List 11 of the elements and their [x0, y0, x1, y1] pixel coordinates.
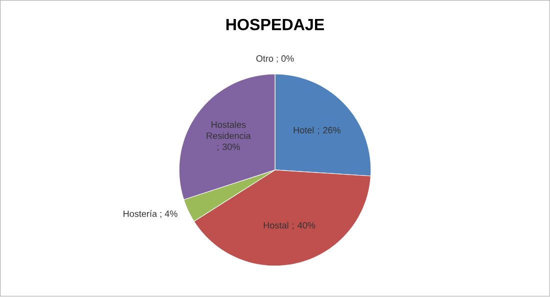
slice-label: Hostales Residencia	[206, 121, 251, 140]
data-label: ; 30%	[217, 144, 240, 152]
data-label: ; 4%	[160, 210, 178, 218]
slice-label: Hostería	[124, 210, 158, 218]
chart-title: HOSPEDAJE	[226, 19, 324, 30]
data-label: ; 26%	[318, 127, 341, 135]
slice-label: Hostal	[264, 222, 288, 229]
text: ; 0%	[276, 56, 294, 64]
slice-label: Hotel	[294, 126, 314, 134]
data-label: ; 40%	[292, 222, 316, 230]
category-label: Otro	[256, 56, 274, 62]
